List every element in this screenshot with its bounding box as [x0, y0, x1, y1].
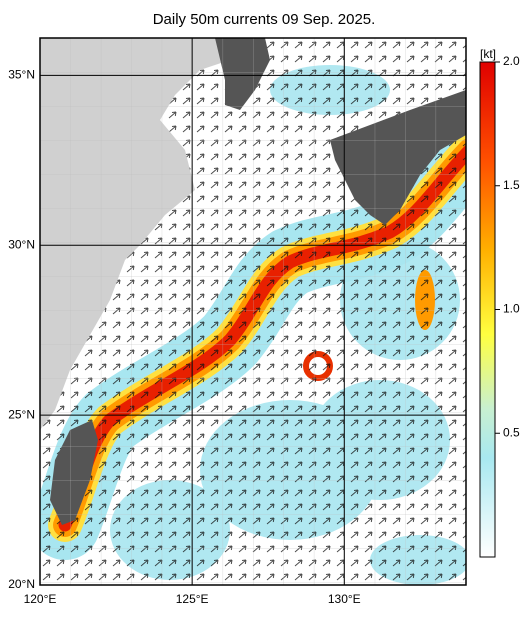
- lat-label: 25°N: [8, 407, 35, 421]
- colorbar-label: 2.0: [503, 54, 520, 68]
- colorbar-label: 0.5: [503, 425, 520, 439]
- colorbar-label: 1.5: [503, 178, 520, 192]
- lat-label: 30°N: [8, 237, 35, 251]
- lat-label: 20°N: [8, 577, 35, 591]
- colorbar-unit: [kt]: [480, 47, 496, 61]
- lat-label: 35°N: [8, 68, 35, 82]
- colorbar-label: 1.0: [503, 302, 520, 316]
- lon-label: 120°E: [24, 592, 57, 606]
- map-frame: [39, 37, 467, 586]
- lon-label: 130°E: [328, 592, 361, 606]
- map-title: Daily 50m currents 09 Sep. 2025.: [153, 11, 376, 28]
- map-area: [40, 38, 466, 585]
- colorbar: [479, 61, 496, 558]
- lon-label: 125°E: [176, 592, 209, 606]
